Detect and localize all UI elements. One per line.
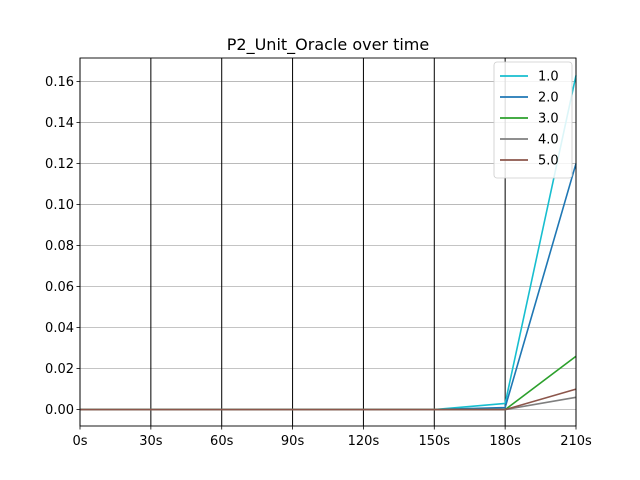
x-tick-label: 0s bbox=[72, 434, 87, 449]
x-tick-label: 120s bbox=[348, 434, 380, 449]
axes: 0.00 0.02 0.04 0.06 0.08 0.10 0.12 0.14 0.16 0s 30… bbox=[45, 57, 592, 449]
y-tick-label: 0.10 bbox=[45, 198, 74, 213]
legend-label: 5.0 bbox=[538, 154, 559, 169]
x-tick-label: 210s bbox=[560, 434, 592, 449]
legend: 1.0 2.0 3.0 4.0 5.0 bbox=[493, 61, 573, 179]
legend-label: 1.0 bbox=[538, 70, 559, 85]
series-line-5-0 bbox=[80, 388, 577, 411]
x-tick-label: 90s bbox=[281, 434, 305, 449]
legend-box bbox=[493, 61, 573, 179]
x-tick-label: 180s bbox=[489, 434, 521, 449]
chart-title: P2_Unit_Oracle over time bbox=[227, 35, 429, 55]
y-tick-label: 0.06 bbox=[45, 280, 74, 295]
legend-label: 3.0 bbox=[538, 112, 559, 127]
series-line-3-0 bbox=[80, 355, 577, 411]
y-tick-label: 0.00 bbox=[45, 403, 74, 418]
y-tick-label: 0.16 bbox=[45, 75, 74, 90]
x-tick-label: 60s bbox=[210, 434, 234, 449]
y-tick-label: 0.14 bbox=[45, 116, 74, 131]
y-tick-label: 0.02 bbox=[45, 362, 74, 377]
y-tick-label: 0.08 bbox=[45, 239, 74, 254]
legend-label: 2.0 bbox=[538, 91, 559, 106]
x-tick-label: 150s bbox=[418, 434, 450, 449]
y-tick-label: 0.04 bbox=[45, 321, 74, 336]
legend-label: 4.0 bbox=[538, 133, 559, 148]
series-lines bbox=[80, 75, 577, 411]
plot-frame bbox=[79, 57, 577, 427]
y-tick-label: 0.12 bbox=[45, 157, 74, 172]
x-tick-label: 30s bbox=[139, 434, 163, 449]
